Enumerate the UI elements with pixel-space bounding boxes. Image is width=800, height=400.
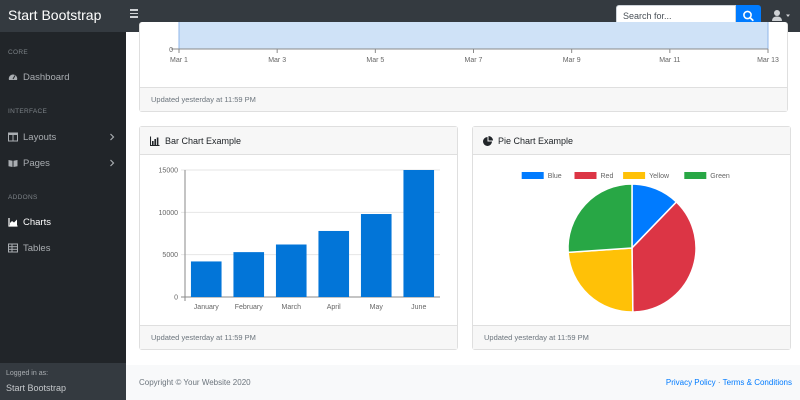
search-icon: [743, 10, 754, 22]
pie-slice[interactable]: [567, 183, 633, 254]
x-tick-label: Mar 13: [757, 57, 779, 64]
pie-card-header: Pie Chart Example: [473, 127, 790, 155]
x-tick-label: April: [327, 304, 341, 311]
sidebar-item-tables[interactable]: Tables: [8, 241, 120, 255]
y-tick-label: 0: [169, 47, 173, 54]
x-tick-label: Mar 9: [563, 57, 581, 64]
x-tick-label: February: [235, 304, 264, 311]
sidebar-item-charts[interactable]: Charts: [8, 215, 120, 229]
bar: [403, 170, 435, 297]
x-tick-label: Mar 7: [465, 57, 483, 64]
bar-card-title: Bar Chart Example: [165, 135, 242, 146]
pie-chart-card: Pie Chart Example Blue Red Yellow Green Upd…: [472, 126, 791, 350]
user-icon: [772, 10, 790, 21]
x-tick-label: Mar 11: [659, 57, 680, 64]
legend-label[interactable]: Green: [710, 173, 730, 180]
pie-chart-icon: [483, 135, 493, 146]
copyright-text: Copyright © Your Website 2020: [139, 378, 251, 387]
search-button[interactable]: [736, 5, 761, 27]
sidebar-item-dashboard[interactable]: Dashboard: [8, 70, 120, 84]
legend-swatch[interactable]: [521, 172, 544, 179]
x-tick-label: Mar 5: [366, 57, 384, 64]
logged-in-label: Logged in as:: [6, 370, 49, 377]
tachometer-icon: [8, 74, 18, 80]
x-tick-labels: Mar 1 Mar 3 Mar 5 Mar 7 Mar 9 Mar 11 Mar 13: [170, 49, 779, 64]
bar: [318, 230, 350, 297]
pie-card-footer: Updated yesterday at 11:59 PM: [473, 325, 790, 349]
columns-icon: [8, 132, 18, 142]
x-tick-label: March: [282, 304, 302, 311]
navbar-brand[interactable]: Start Bootstrap: [8, 7, 102, 23]
terms-link[interactable]: Terms & Conditions: [722, 378, 792, 387]
legend-swatch[interactable]: [684, 172, 707, 179]
bar-chart-icon: [150, 136, 160, 146]
chart-area-icon: [8, 218, 18, 227]
sidebar-item-layouts[interactable]: Layouts: [8, 130, 120, 144]
area-card-footer: Updated yesterday at 11:59 PM: [140, 87, 787, 111]
sidebar-item-label: Charts: [23, 216, 51, 228]
sidebar: CORE Dashboard INTERFACE Layouts Pages A…: [0, 32, 126, 400]
area-fill: [179, 22, 768, 49]
legend-swatch[interactable]: [574, 172, 597, 179]
y-tick-label: 15000: [159, 168, 179, 175]
sidebar-footer: Logged in as: Start Bootstrap: [0, 363, 126, 400]
sidebar-item-label: Tables: [23, 242, 51, 254]
table-icon: [8, 243, 18, 253]
area-chart-card: 0 Mar 1 Mar 3 Mar 5 Mar 7 Mar 9 Mar 11 Mar 13 …: [139, 22, 788, 112]
bar: [190, 261, 222, 297]
sidebar-item-label: Dashboard: [23, 71, 70, 83]
pie-legend: Blue Red Yellow Green: [521, 172, 730, 180]
bar-card-footer: Updated yesterday at 11:59 PM: [140, 325, 457, 349]
user-dropdown-button[interactable]: [772, 9, 794, 23]
x-tick-label: Mar 3: [268, 57, 286, 64]
sidebar-heading-core: CORE: [8, 49, 28, 56]
sidebar-heading-addons: ADDONS: [8, 194, 38, 201]
bar: [360, 214, 392, 297]
legend-label[interactable]: Red: [601, 173, 614, 180]
footer-separator: ·: [717, 378, 721, 387]
privacy-policy-link[interactable]: Privacy Policy: [665, 378, 716, 387]
logged-in-user: Start Bootstrap: [6, 383, 67, 393]
pie-card-title: Pie Chart Example: [498, 135, 574, 146]
bar-chart-card: Bar Chart Example 0 5000 10000 15000 January…: [139, 126, 458, 350]
legend-label[interactable]: Blue: [548, 173, 562, 180]
sidebar-item-label: Layouts: [23, 131, 57, 143]
bar: [233, 252, 265, 297]
area-chart: 0 Mar 1 Mar 3 Mar 5 Mar 7 Mar 9 Mar 11 Mar 13: [169, 22, 779, 64]
page-footer: Copyright © Your Website 2020 Privacy Po…: [126, 365, 800, 400]
bar: [275, 244, 307, 297]
y-tick-label: 5000: [162, 252, 178, 259]
chevron-right-icon: [110, 159, 115, 167]
chevron-right-icon: [110, 133, 115, 141]
bar-chart: 0 5000 10000 15000 January February March April…: [159, 168, 440, 311]
pie-slice[interactable]: [631, 200, 697, 313]
bar-card-header: Bar Chart Example: [140, 127, 457, 155]
x-tick-label: June: [411, 304, 426, 311]
pie-slice[interactable]: [567, 247, 634, 313]
y-tick-label: 10000: [159, 210, 179, 217]
sidebar-item-pages[interactable]: Pages: [8, 156, 120, 170]
book-open-icon: [8, 160, 18, 167]
y-tick-label: 0: [174, 295, 178, 302]
menu-icon: [130, 9, 138, 11]
sidebar-item-label: Pages: [23, 157, 50, 169]
x-tick-label: May: [370, 304, 384, 311]
legend-label[interactable]: Yellow: [649, 173, 670, 180]
x-tick-label: Mar 1: [170, 57, 188, 64]
sidebar-toggle-button[interactable]: [130, 9, 139, 23]
footer-links: Privacy Policy · Terms & Conditions: [666, 378, 792, 387]
legend-swatch[interactable]: [623, 172, 646, 179]
main-content: 0 Mar 1 Mar 3 Mar 5 Mar 7 Mar 9 Mar 11 Mar 13 …: [126, 22, 800, 400]
sidebar-heading-interface: INTERFACE: [8, 108, 48, 115]
x-tick-label: January: [194, 304, 219, 311]
pie-chart: Blue Red Yellow Green: [521, 172, 730, 313]
